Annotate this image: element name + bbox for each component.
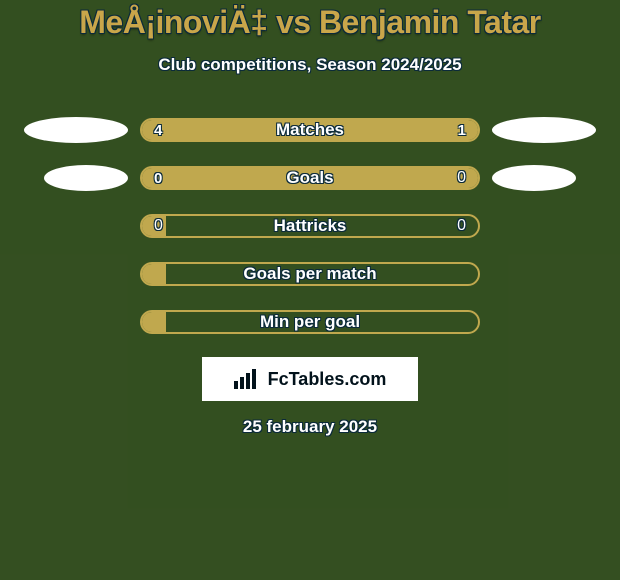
stat-bar: Min per goal (140, 310, 480, 334)
stat-row: Min per goal (0, 309, 620, 335)
stat-label: Goals per match (142, 264, 478, 284)
ellipse-placeholder (24, 309, 128, 335)
ellipse-placeholder (24, 261, 128, 287)
ellipse-placeholder (492, 309, 596, 335)
stat-left-value: 0 (154, 216, 163, 236)
stat-bar: 0 0Hattricks (140, 214, 480, 238)
stat-right-segment (154, 264, 166, 284)
stat-row: 41Matches (0, 117, 620, 143)
ellipse-placeholder (492, 261, 596, 287)
logo-bars-icon (234, 369, 262, 389)
stat-left-segment (142, 216, 154, 236)
stat-left-segment (142, 312, 154, 332)
stat-right-segment (154, 312, 166, 332)
player-right-ellipse (492, 117, 596, 143)
player-left-ellipse (44, 165, 128, 191)
stat-label: Hattricks (142, 216, 478, 236)
stat-bar: 00Goals (140, 166, 480, 190)
stat-row: Goals per match (0, 261, 620, 287)
stat-left-segment (142, 264, 154, 284)
stat-row: 0 0Hattricks (0, 213, 620, 239)
date-label: 25 february 2025 (0, 417, 620, 437)
subtitle: Club competitions, Season 2024/2025 (0, 55, 620, 75)
content-wrapper: MeÅ¡inoviÄ‡ vs Benjamin Tatar Club compe… (0, 0, 620, 437)
ellipse-placeholder (492, 213, 596, 239)
stat-bar: Goals per match (140, 262, 480, 286)
fctables-logo: FcTables.com (202, 357, 418, 401)
stat-right-value: 0 (457, 216, 466, 236)
stat-right-value: 0 (457, 168, 466, 188)
stat-left-segment: 0 (142, 168, 466, 188)
stat-row: 00Goals (0, 165, 620, 191)
stat-bar: 41Matches (140, 118, 480, 142)
logo-text: FcTables.com (268, 369, 387, 390)
stat-left-segment: 4 (142, 120, 411, 140)
stat-left-value: 0 (154, 170, 162, 187)
stats-container: 41Matches00Goals00HattricksGoals per mat… (0, 117, 620, 335)
stat-right-segment: 1 (411, 120, 478, 140)
player-right-ellipse (492, 165, 576, 191)
stat-left-value: 4 (154, 122, 162, 139)
stat-right-value: 1 (458, 122, 466, 139)
ellipse-placeholder (24, 213, 128, 239)
player-left-ellipse (24, 117, 128, 143)
stat-label: Min per goal (142, 312, 478, 332)
stat-right-segment (466, 168, 478, 188)
page-title: MeÅ¡inoviÄ‡ vs Benjamin Tatar (0, 4, 620, 41)
